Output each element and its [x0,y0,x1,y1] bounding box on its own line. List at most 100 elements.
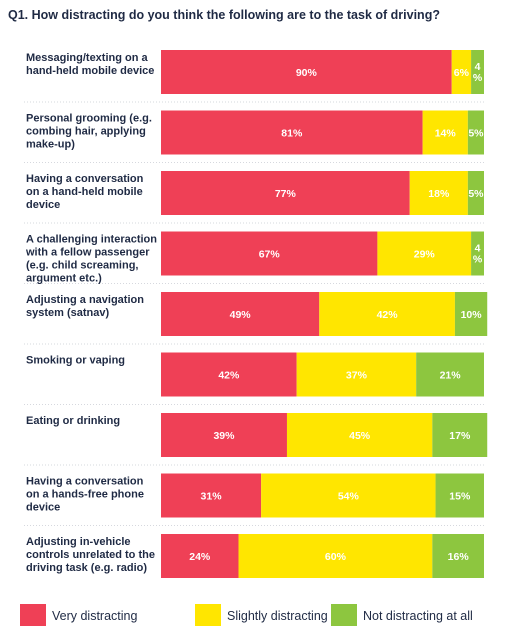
chart-title: Q1. How distracting do you think the fol… [8,8,440,22]
data-label: 10% [461,309,483,321]
bar-row: Eating or drinking 39% 45% 17% [24,413,488,466]
category-label-line: make-up) [26,139,75,151]
category-label-line: Smoking or vaping [26,355,125,367]
data-label: 39% [213,430,235,442]
data-label: 77% [275,188,297,200]
data-label: 67% [259,249,281,261]
bar-segment-slightly [422,110,468,155]
category-label-line: system (satnav) [26,307,109,319]
legend-item: Very distracting [20,604,138,626]
data-label: 5% [468,128,484,140]
bar-segment-slightly [296,352,417,397]
category-label: Messaging/texting on a hand-held mobile d… [26,52,154,77]
data-label: 17% [449,430,471,442]
bar-row: Messaging/texting on a hand-held mobile d… [24,50,486,103]
data-label: 24% [189,551,211,563]
data-label: 49% [230,309,252,321]
category-label-line: with a fellow passenger [25,247,150,259]
data-label: 21% [440,370,462,382]
bar-row: Adjusting in-vehicle controls unrelated t… [26,534,484,578]
data-label: 6% [454,67,470,79]
bar-segment-not [454,292,488,336]
data-label: 16% [448,551,470,563]
data-label-line: 4 [475,243,481,255]
bar-segment-very [161,231,378,276]
category-label-line: controls unrelated to the [26,549,155,561]
data-label: 37% [346,370,368,382]
bar-segment-not [432,413,488,457]
bar-segment-very [161,413,287,457]
category-label: Adjusting a navigation system (satnav) [26,294,144,319]
category-label: Adjusting in-vehicle controls unrelated t… [26,536,155,574]
data-label: 4% [473,61,483,84]
bar-segment-very [161,534,239,578]
bar-segment-slightly [238,534,433,578]
category-label-line: A challenging interaction [26,234,157,246]
bar-segment-very [161,171,410,215]
bar-segment-not [467,171,484,215]
bar-segment-not [416,352,484,397]
bar-segment-very [161,50,452,94]
legend-swatch [331,604,357,626]
category-label: Having a conversation on a hand-held mobi… [26,173,144,211]
legend: Very distracting Slightly distracting Not … [20,604,473,626]
bar-segment-slightly [451,50,472,94]
data-label-line: % [473,72,483,84]
category-label-line: hand-held mobile device [26,65,154,77]
category-label-line: Having a conversation [26,173,144,185]
bar-segment-very [161,352,297,397]
category-label-line: argument etc.) [26,273,102,285]
bar-segment-not [471,231,484,276]
bar-segment-slightly [286,413,433,457]
bar-segment-slightly [409,171,468,215]
data-label-line: % [473,254,483,266]
category-label-line: combing hair, applying [26,126,146,138]
legend-item: Not distracting at all [331,604,473,626]
category-label: Smoking or vaping [26,355,125,367]
legend-label: Slightly distracting [227,609,328,623]
category-label-line: Eating or drinking [26,415,120,427]
data-label-line: 4 [475,61,481,73]
category-label-line: Having a conversation [26,476,144,488]
data-label: 15% [449,491,471,503]
bar-rows: Messaging/texting on a hand-held mobile d… [24,50,488,578]
category-label-line: device [26,199,60,211]
data-label: 42% [218,370,240,382]
bar-row: Adjusting a navigation system (satnav) 49%… [24,292,488,345]
legend-label: Not distracting at all [363,609,473,623]
bar-segment-slightly [377,231,472,276]
bar-segment-not [432,534,484,578]
data-label: 5% [468,188,484,200]
data-label: 31% [201,491,223,503]
category-label-line: on a hand-held mobile [26,186,143,198]
data-label: 4% [473,243,483,266]
data-label: 81% [281,128,303,140]
data-label: 42% [377,309,399,321]
bar-segment-very [161,292,320,336]
bar-row: Smoking or vaping 42% 37% 21% [24,352,486,405]
bar-segment-slightly [261,473,436,518]
category-label-line: Messaging/texting on a [26,52,149,64]
bar-segment-slightly [319,292,455,336]
category-label-line: Adjusting a navigation [26,294,144,306]
category-label-line: Adjusting in-vehicle [26,536,131,548]
category-label-line: (e.g. child screaming, [26,260,138,272]
category-label: Eating or drinking [26,415,120,427]
bar-row: Having a conversation on a hand-held mobi… [24,171,486,224]
legend-swatch [195,604,221,626]
category-label-line: on a hands-free phone [26,489,144,501]
data-label: 29% [414,249,436,261]
category-label: Having a conversation on a hands-free pho… [26,476,144,514]
data-label: 54% [338,491,360,503]
data-label: 18% [428,188,450,200]
category-label-line: driving task (e.g. radio) [26,562,147,574]
data-label: 90% [296,67,318,79]
bar-segment-very [161,110,423,155]
bar-row: A challenging interaction with a fellow p… [24,231,486,285]
legend-item: Slightly distracting [195,604,328,626]
legend-label: Very distracting [52,609,138,623]
bar-segment-not [467,110,484,155]
category-label: Personal grooming (e.g. combing hair, app… [26,113,152,151]
